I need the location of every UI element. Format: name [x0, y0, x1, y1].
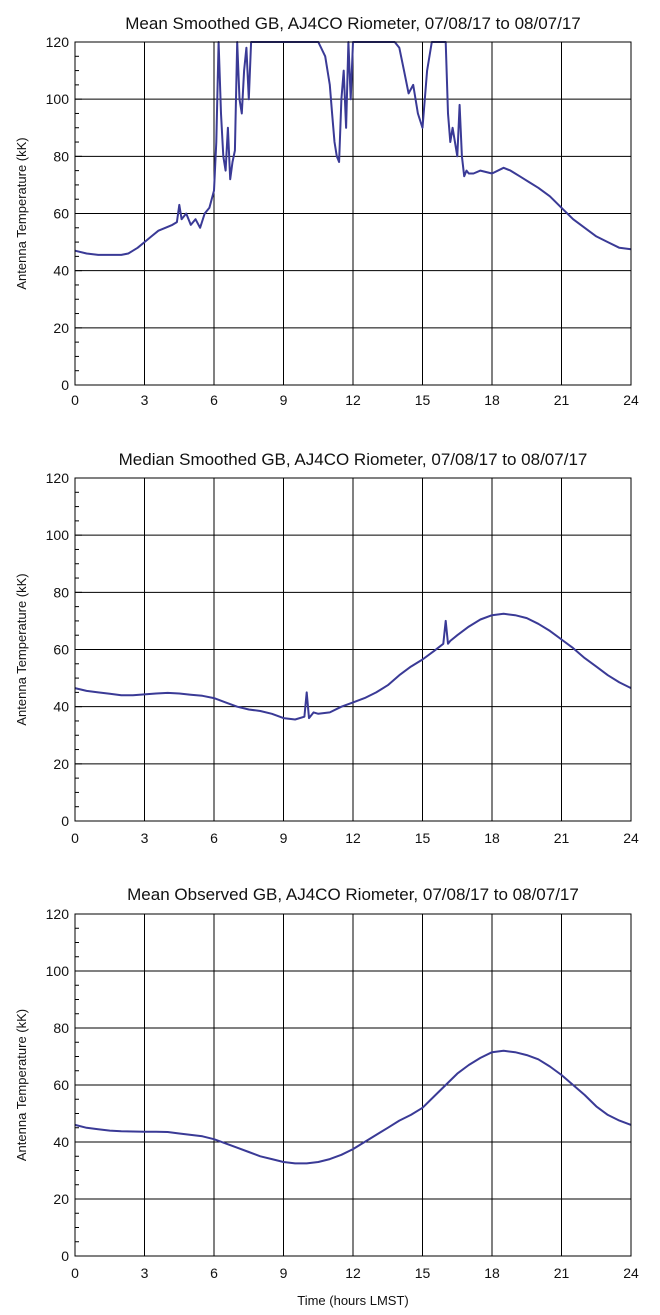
- x-tick-label: 12: [345, 830, 361, 846]
- y-tick-label: 0: [61, 377, 69, 393]
- y-tick-label: 20: [53, 1191, 69, 1207]
- x-tick-label: 6: [210, 392, 218, 408]
- y-tick-label: 20: [53, 320, 69, 336]
- chart-title: Mean Observed GB, AJ4CO Riometer, 07/08/…: [127, 885, 579, 904]
- chart-panel-2: Median Smoothed GB, AJ4CO Riometer, 07/0…: [14, 450, 639, 846]
- y-tick-label: 100: [46, 963, 70, 979]
- x-axis-label: Time (hours LMST): [297, 1293, 408, 1308]
- y-tick-label: 80: [53, 148, 69, 164]
- x-tick-label: 18: [484, 1265, 500, 1281]
- y-tick-label: 40: [53, 1134, 69, 1150]
- y-tick-label: 120: [46, 34, 70, 50]
- x-tick-label: 18: [484, 830, 500, 846]
- x-tick-label: 0: [71, 830, 79, 846]
- x-tick-label: 9: [280, 392, 288, 408]
- x-tick-label: 3: [141, 1265, 149, 1281]
- y-axis-label: Antenna Temperature (kK): [14, 1009, 29, 1161]
- x-tick-label: 0: [71, 1265, 79, 1281]
- x-tick-label: 12: [345, 392, 361, 408]
- y-tick-label: 0: [61, 813, 69, 829]
- x-tick-label: 15: [415, 1265, 431, 1281]
- chart-title: Mean Smoothed GB, AJ4CO Riometer, 07/08/…: [125, 14, 581, 33]
- y-tick-label: 100: [46, 527, 70, 543]
- x-tick-label: 21: [554, 830, 570, 846]
- y-tick-label: 40: [53, 263, 69, 279]
- x-tick-label: 3: [141, 830, 149, 846]
- y-tick-label: 120: [46, 470, 70, 486]
- y-tick-label: 0: [61, 1248, 69, 1264]
- x-tick-label: 24: [623, 830, 639, 846]
- x-tick-label: 24: [623, 392, 639, 408]
- y-tick-label: 80: [53, 584, 69, 600]
- chart-title: Median Smoothed GB, AJ4CO Riometer, 07/0…: [119, 450, 588, 469]
- x-tick-label: 24: [623, 1265, 639, 1281]
- x-tick-label: 6: [210, 830, 218, 846]
- y-tick-label: 60: [53, 206, 69, 222]
- plot-frame: [74, 477, 632, 822]
- x-tick-label: 3: [141, 392, 149, 408]
- x-tick-label: 9: [280, 1265, 288, 1281]
- x-tick-label: 18: [484, 392, 500, 408]
- chart-panel-1: Mean Smoothed GB, AJ4CO Riometer, 07/08/…: [14, 14, 639, 408]
- y-axis-label: Antenna Temperature (kK): [14, 137, 29, 289]
- series-line-1: [74, 1049, 632, 1165]
- x-tick-label: 15: [415, 392, 431, 408]
- y-tick-label: 40: [53, 699, 69, 715]
- series-line-1: [74, 612, 632, 721]
- y-tick-label: 60: [53, 1077, 69, 1093]
- x-tick-label: 6: [210, 1265, 218, 1281]
- x-tick-label: 12: [345, 1265, 361, 1281]
- y-tick-label: 80: [53, 1020, 69, 1036]
- x-tick-label: 15: [415, 830, 431, 846]
- plot-frame: [74, 913, 632, 1257]
- y-tick-label: 60: [53, 642, 69, 658]
- series-line-1: [74, 41, 632, 256]
- x-tick-label: 0: [71, 392, 79, 408]
- x-tick-label: 9: [280, 830, 288, 846]
- y-axis-label: Antenna Temperature (kK): [14, 573, 29, 725]
- x-tick-label: 21: [554, 392, 570, 408]
- y-tick-label: 20: [53, 756, 69, 772]
- y-tick-label: 120: [46, 906, 70, 922]
- y-tick-label: 100: [46, 91, 70, 107]
- x-tick-label: 21: [554, 1265, 570, 1281]
- plot-frame: [74, 41, 632, 386]
- chart-panel-3: Mean Observed GB, AJ4CO Riometer, 07/08/…: [14, 885, 639, 1281]
